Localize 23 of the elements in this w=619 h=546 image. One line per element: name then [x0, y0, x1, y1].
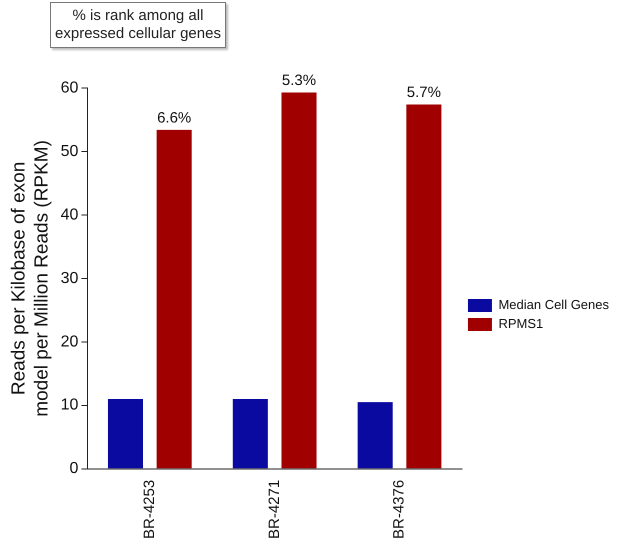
- y-tick-label: 30: [60, 270, 78, 287]
- y-axis-title: Reads per Kilobase of exon model per Million Reads (RPKM): [8, 140, 52, 417]
- bar: [156, 130, 192, 468]
- bar: [358, 402, 393, 468]
- text: % is rank among all expressed cellular genes: [50, 2, 226, 48]
- bar: [232, 398, 268, 468]
- bar: [406, 104, 442, 468]
- annotation: 5.7%: [406, 84, 441, 102]
- legend-label: Median Cell Genes: [498, 297, 610, 312]
- y-tick-label: 60: [60, 79, 78, 96]
- annotation: 5.3%: [282, 72, 316, 90]
- y-tick-label: 10: [60, 396, 78, 414]
- legend-label: RPMS1: [498, 316, 544, 332]
- x-tick-label: BR-4376: [390, 480, 408, 539]
- bar: [281, 92, 317, 468]
- y-tick-label: 0: [69, 460, 78, 478]
- x-tick-label: BR-4271: [266, 480, 283, 539]
- x-tick-label: BR-4253: [140, 480, 158, 539]
- annotation: 6.6%: [157, 110, 192, 127]
- y-tick-label: 20: [60, 333, 78, 350]
- bar: [108, 398, 144, 468]
- y-tick-label: 40: [60, 206, 78, 224]
- y-tick-label: 50: [60, 142, 78, 160]
